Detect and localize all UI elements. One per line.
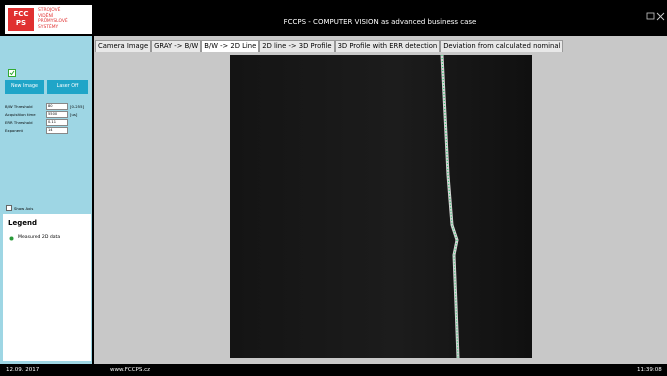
legend: Legend Measured 2D data — [3, 214, 91, 361]
legend-item: Measured 2D data — [18, 235, 60, 240]
field-input[interactable]: 5500 — [46, 111, 68, 118]
control-panel: New Image Laser Off B/W Threshold 80[0-25… — [0, 36, 92, 364]
field-unit: [0-255] — [70, 104, 84, 109]
field-label: Exponent — [5, 128, 23, 133]
title-bar: FCCPS - COMPUTER VISION as advanced busi… — [0, 0, 667, 36]
field-input[interactable]: 14 — [46, 127, 68, 134]
camera-image — [230, 55, 532, 358]
field-label: Acquisition time — [5, 112, 36, 117]
logo-text: STROJOVÉ VIDĚNÍ PRŮMYSLOVÉ SYSTÉMY — [38, 8, 68, 30]
date: 12.09. 2017 — [6, 364, 39, 376]
tab[interactable]: Deviation from calculated nominal — [440, 40, 563, 52]
field-label: B/W Threshold — [5, 104, 33, 109]
tab[interactable]: 2D line -> 3D Profile — [259, 40, 334, 52]
legend-title: Legend — [8, 219, 37, 227]
legend-dot — [9, 236, 14, 241]
window-controls[interactable] — [646, 12, 666, 22]
logo-line: PS — [8, 19, 34, 28]
logo-line: PRŮMYSLOVÉ — [38, 19, 68, 25]
status-bar: 12.09. 2017 www.FCCPS.cz 11:39:08 — [0, 364, 667, 376]
checkbox[interactable] — [6, 205, 12, 211]
tab[interactable]: B/W -> 2D Line — [201, 40, 259, 52]
url: www.FCCPS.cz — [110, 364, 150, 376]
checkbox-label: Show Axis — [14, 206, 33, 211]
window-title: FCCPS - COMPUTER VISION as advanced busi… — [200, 18, 560, 26]
screen: {"window":{"title":"FCCPS - COMPUTER VIS… — [0, 0, 667, 376]
field-input[interactable]: 80 — [46, 103, 68, 110]
logo-line: FCC — [8, 10, 34, 19]
field-unit: [us] — [70, 112, 77, 117]
tab[interactable]: 3D Profile with ERR detection — [335, 40, 441, 52]
logo-line: SYSTÉMY — [38, 25, 68, 31]
status-icon — [8, 69, 16, 77]
field-input[interactable]: 0.11 — [46, 119, 68, 126]
laser-off-button[interactable]: Laser Off — [47, 80, 88, 94]
new-image-button[interactable]: New Image — [5, 80, 44, 94]
tab[interactable]: GRAY -> B/W — [151, 40, 201, 52]
field-label: ERR Threshold — [5, 120, 33, 125]
tab[interactable]: Camera Image — [95, 40, 151, 52]
time: 11:39:08 — [637, 364, 662, 376]
